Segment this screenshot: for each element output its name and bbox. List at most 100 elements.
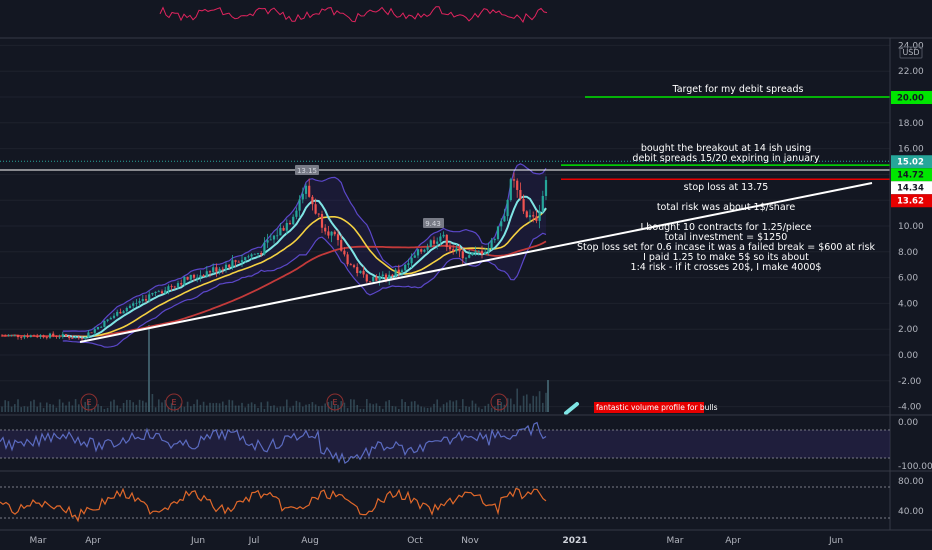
volume-bar — [273, 405, 275, 412]
price-marker[interactable]: 14.72 — [891, 168, 932, 182]
volume-bar — [244, 407, 246, 412]
candle — [68, 335, 71, 340]
candle — [349, 262, 352, 266]
candle — [324, 224, 327, 235]
volume-bar — [222, 401, 224, 412]
main-price-pane: 13.15 9.43 E E E E — [0, 44, 890, 415]
volume-bar — [465, 406, 467, 412]
volume-bar — [215, 402, 218, 412]
candle — [58, 334, 61, 340]
volume-bar — [391, 406, 394, 412]
earnings-marker[interactable]: E — [490, 393, 508, 411]
candle — [359, 270, 362, 274]
volume-bar — [71, 405, 74, 412]
volume-bar — [529, 403, 531, 412]
volume-bar — [330, 401, 333, 412]
candle — [77, 335, 80, 340]
candle — [292, 214, 295, 226]
candle — [128, 304, 132, 309]
volume-bar — [209, 402, 211, 412]
candle — [490, 237, 493, 251]
price-marker[interactable]: 14.34 — [891, 181, 932, 195]
price-marker[interactable]: 15.02 — [891, 155, 932, 169]
volume-bar — [87, 400, 90, 412]
volume-bar — [266, 401, 269, 412]
plan-annotation-line2: total investment = $1250 — [665, 232, 788, 243]
plan-annotation-line1: I bought 10 contracts for 1.25/piece — [640, 222, 811, 233]
candle — [202, 274, 205, 278]
volume-bar — [359, 408, 362, 412]
candle — [183, 276, 186, 287]
volume-bar — [52, 404, 54, 412]
candle — [138, 298, 141, 307]
earnings-marker[interactable]: E — [80, 393, 98, 411]
volume-bar — [55, 407, 58, 412]
candle — [234, 259, 237, 267]
volume-bar — [497, 399, 499, 412]
candle — [381, 271, 384, 280]
candle — [80, 336, 84, 342]
time-axis[interactable]: Mar Apr Jun Jul Aug Oct Nov 2021 Mar Apr Jun — [0, 529, 932, 546]
volume-bar — [334, 405, 336, 412]
volume-bar — [471, 400, 474, 412]
price-tick-label: 22.00 — [898, 67, 924, 77]
candle — [212, 263, 215, 274]
volume-bar — [190, 406, 192, 412]
stop-loss-annotation: stop loss at 13.75 — [684, 182, 769, 193]
candle — [413, 251, 416, 258]
candle — [96, 326, 100, 330]
volume-bar — [170, 403, 173, 412]
volume-bar — [542, 402, 544, 412]
candle — [477, 250, 480, 256]
price-marker[interactable]: 13.62 — [891, 194, 932, 208]
price-tick-label: 8.00 — [898, 248, 918, 258]
candle — [375, 274, 378, 281]
candle — [266, 233, 269, 249]
candle — [506, 199, 509, 221]
price-tick-label: 24.00 — [898, 41, 924, 51]
pencil-icon — [564, 402, 579, 415]
candle — [36, 333, 39, 339]
currency-badge[interactable] — [899, 46, 923, 59]
candle — [528, 209, 532, 223]
volume-bar — [468, 406, 470, 412]
candlesticks — [0, 172, 548, 342]
candle — [304, 183, 308, 200]
candle — [55, 335, 58, 339]
price-axis[interactable]: -4.00-2.000.002.004.006.008.0010.0012.00… — [889, 38, 932, 530]
candle — [362, 266, 365, 278]
volume-bar — [538, 391, 541, 412]
volume-note: fantastic volume profile for bulls — [564, 402, 718, 415]
peak-label-1: 13.15 — [295, 165, 319, 175]
volume-bar — [81, 406, 83, 412]
osc-tick-1: 40.00 — [898, 507, 924, 517]
candle — [452, 245, 455, 255]
candle — [135, 299, 138, 307]
volume-bar — [180, 403, 182, 412]
trendline[interactable] — [79, 182, 873, 343]
time-tick-label: Jul — [248, 536, 260, 546]
candle — [224, 261, 228, 273]
bollinger-upper-band — [62, 163, 547, 332]
candle — [244, 256, 247, 263]
candle — [71, 335, 74, 339]
volume-bar — [478, 407, 480, 412]
candle — [404, 263, 407, 273]
earnings-marker[interactable]: E — [165, 393, 183, 411]
volume-bar — [158, 399, 160, 412]
volume-bar — [129, 400, 131, 412]
breakout-annotation-line2: debit spreads 15/20 expiring in january — [632, 153, 820, 164]
volume-bar — [513, 404, 515, 412]
time-tick-label: Apr — [85, 536, 101, 546]
candle — [10, 334, 13, 337]
volume-bar — [474, 403, 477, 412]
volume-bar — [414, 401, 416, 412]
candle — [32, 334, 36, 337]
time-tick-label: Mar — [667, 536, 684, 546]
candle — [90, 332, 93, 334]
candle — [7, 334, 10, 337]
earnings-marker[interactable]: E — [326, 393, 344, 411]
price-marker[interactable]: 20.00 — [891, 91, 932, 104]
volume-bar — [547, 380, 549, 412]
